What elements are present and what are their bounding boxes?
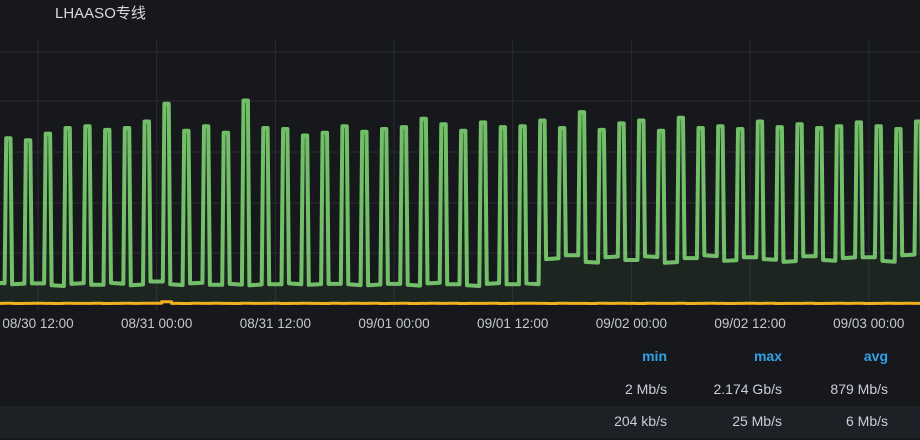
legend-avg-value: 879 Mb/s <box>830 381 888 397</box>
x-tick-label: 08/30 12:00 <box>2 316 74 331</box>
legend-row[interactable]: 2 Mb/s 2.174 Gb/s 879 Mb/s <box>0 374 920 406</box>
legend-header-min[interactable]: min <box>642 348 667 364</box>
legend-avg-value: 6 Mb/s <box>845 413 888 429</box>
panel-title: LHAASO专线 <box>55 5 146 22</box>
series-line-in <box>0 98 920 288</box>
x-tick-label: 09/03 00:00 <box>833 316 905 331</box>
legend-row[interactable]: 204 kb/s 25 Mb/s 6 Mb/s <box>0 406 920 438</box>
legend-max-value: 2.174 Gb/s <box>713 381 783 397</box>
x-tick-label: 08/31 00:00 <box>121 316 193 331</box>
x-tick-label: 09/01 12:00 <box>477 316 549 331</box>
legend-header-avg[interactable]: avg <box>863 348 888 364</box>
series-line-out <box>0 300 920 305</box>
x-tick-label: 09/01 00:00 <box>358 316 430 331</box>
time-series-chart <box>0 40 920 310</box>
legend-max-value: 25 Mb/s <box>732 413 782 429</box>
legend-header-row: min max avg <box>0 340 920 374</box>
x-tick-label: 09/02 00:00 <box>595 316 668 331</box>
legend-header-max[interactable]: max <box>753 348 782 364</box>
x-tick-label: 08/31 12:00 <box>239 316 312 331</box>
legend-min-value: 204 kb/s <box>614 413 667 429</box>
x-tick-label: 09/02 12:00 <box>714 316 786 331</box>
legend-table: min max avg 2 Mb/s 2.174 Gb/s 879 Mb/s 2… <box>0 340 920 438</box>
legend-min-value: 2 Mb/s <box>624 381 667 397</box>
